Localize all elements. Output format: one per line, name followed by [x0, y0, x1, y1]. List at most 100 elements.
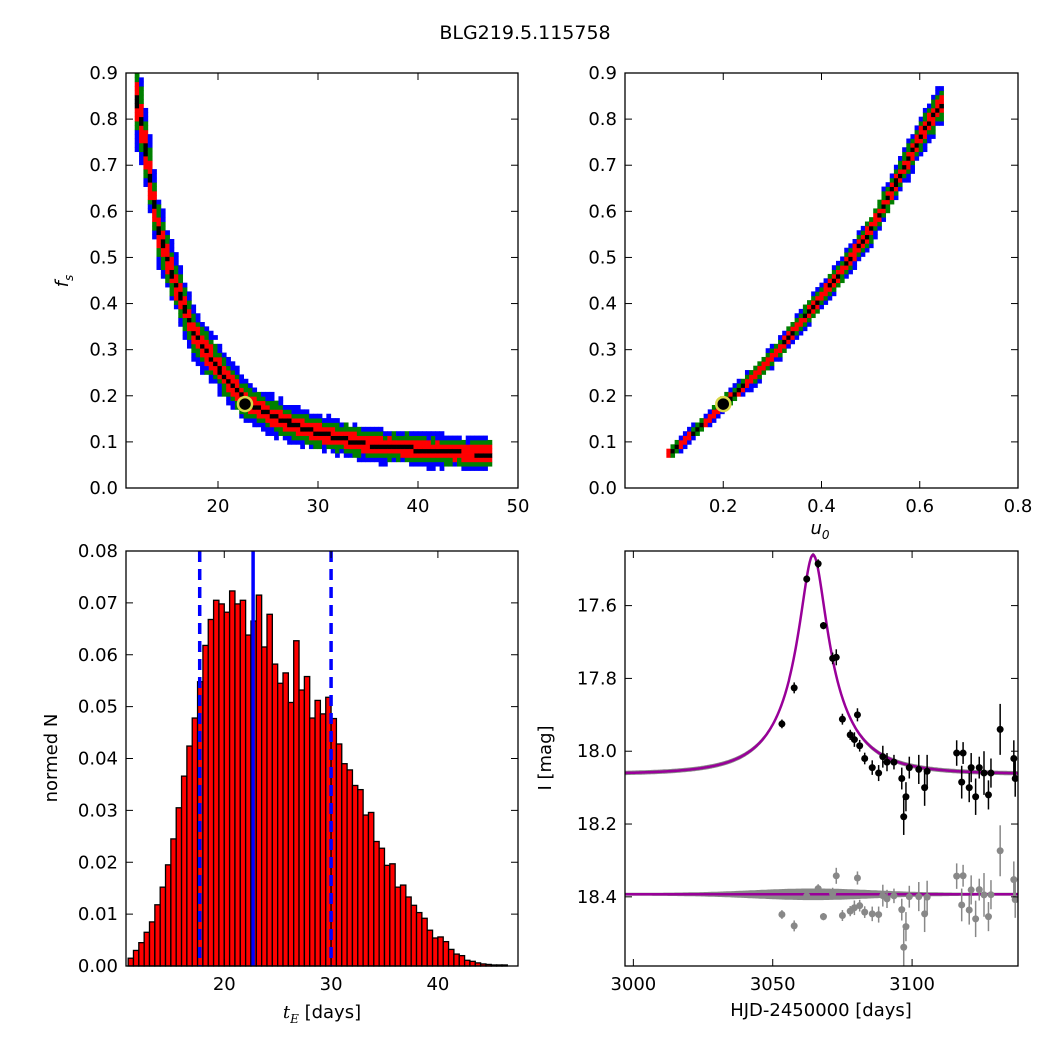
tl-cell: [156, 230, 162, 236]
tr-cell: [807, 308, 812, 314]
tl-cell: [195, 352, 201, 358]
tl-cell: [356, 453, 362, 458]
bl-bar: [405, 896, 412, 967]
tr-cell: [898, 186, 903, 192]
tl-cell: [483, 466, 488, 471]
tr-cell: [931, 107, 936, 113]
tl-cell: [139, 156, 144, 161]
tl-cell: [457, 435, 462, 441]
tr-cell: [744, 370, 750, 375]
tl-cell: [269, 409, 275, 415]
tl-cell: [160, 260, 166, 266]
br-frame: [624, 550, 1019, 967]
tl-cell: [134, 142, 140, 148]
tl-cell: [439, 453, 445, 458]
tr-cell: [906, 142, 911, 148]
bl-bar: [442, 940, 450, 967]
tl-cell: [313, 426, 319, 432]
tr-cell: [926, 125, 932, 131]
tl-cell: [483, 444, 488, 450]
tl-cell: [208, 361, 214, 367]
tr-cell: [910, 164, 915, 170]
tl-cell: [435, 453, 440, 458]
br-residual-point: [905, 893, 913, 901]
tr-cell: [877, 217, 882, 222]
br-data-point: [980, 769, 988, 777]
tl-cell: [234, 387, 240, 393]
tl-cell: [430, 457, 436, 463]
tl-cell: [269, 405, 275, 410]
tr-cell: [914, 151, 920, 157]
tr-cell: [906, 177, 911, 183]
tr-cell: [931, 121, 936, 126]
bl-ytick-label: 0.06: [78, 645, 118, 666]
tl-cell: [134, 134, 140, 139]
tl-cell: [200, 365, 205, 371]
tl-cell: [208, 378, 214, 384]
tl-cell: [261, 400, 266, 406]
br-data-point: [996, 725, 1004, 733]
tr-cell: [782, 343, 787, 349]
tl-cell: [182, 322, 188, 327]
tr-cell: [926, 121, 932, 126]
tl-cell: [304, 422, 310, 428]
tr-cell: [757, 370, 762, 375]
tl-cell: [143, 173, 149, 179]
tl-cell: [160, 243, 166, 249]
tr-cell: [831, 269, 837, 275]
tl-cell: [291, 413, 297, 419]
tl-cell: [169, 269, 175, 275]
tl-cell: [265, 400, 271, 406]
tr-cell: [695, 422, 700, 428]
tr-cell: [910, 169, 915, 174]
tl-cell: [391, 453, 397, 458]
tr-cell: [831, 282, 837, 288]
tr-cell: [765, 348, 771, 353]
tl-cell: [417, 444, 423, 450]
tl-cell: [291, 439, 297, 445]
tr-cell: [757, 378, 762, 384]
tr-cell: [749, 378, 754, 384]
tl-cell: [195, 339, 201, 345]
tl-cell: [182, 308, 188, 314]
tr-cell: [761, 356, 767, 362]
tl-cell: [239, 383, 244, 388]
tr-cell: [819, 300, 824, 305]
tl-cell: [139, 142, 144, 148]
tl-cell: [300, 435, 305, 441]
tl-cell: [487, 461, 493, 467]
tr-cell: [815, 291, 820, 297]
tl-cell: [409, 439, 414, 445]
br-data-point: [868, 764, 876, 772]
tr-cell: [856, 234, 862, 240]
tl-cell: [182, 282, 188, 288]
tl-ytick-label: 0.9: [89, 63, 118, 84]
tr-cell: [877, 212, 882, 218]
tr-cell: [898, 156, 903, 161]
tl-cell: [374, 439, 380, 445]
tl-cell: [361, 444, 366, 450]
br-residual-point: [1010, 876, 1018, 884]
tl-cell: [430, 453, 436, 458]
tr-cell: [873, 221, 878, 227]
tr-cell: [931, 103, 936, 109]
tl-cell: [186, 295, 192, 301]
tl-cell: [374, 448, 380, 454]
tr-cell: [864, 243, 870, 249]
tr-cell: [889, 199, 895, 205]
tr-cell: [926, 103, 932, 109]
tr-cell: [740, 387, 746, 393]
br-data-point: [1011, 775, 1018, 783]
tr-cell: [740, 378, 746, 384]
tl-cell: [239, 413, 244, 419]
tl-cell: [352, 435, 358, 441]
tl-cell: [430, 448, 436, 454]
tl-cell: [304, 409, 310, 415]
tl-cell: [474, 457, 480, 463]
tr-cell: [852, 239, 858, 244]
tl-cell: [295, 431, 301, 436]
tr-cell: [687, 439, 692, 445]
tl-cell: [256, 409, 262, 415]
tl-cell: [156, 247, 162, 253]
tl-cell: [165, 273, 170, 279]
